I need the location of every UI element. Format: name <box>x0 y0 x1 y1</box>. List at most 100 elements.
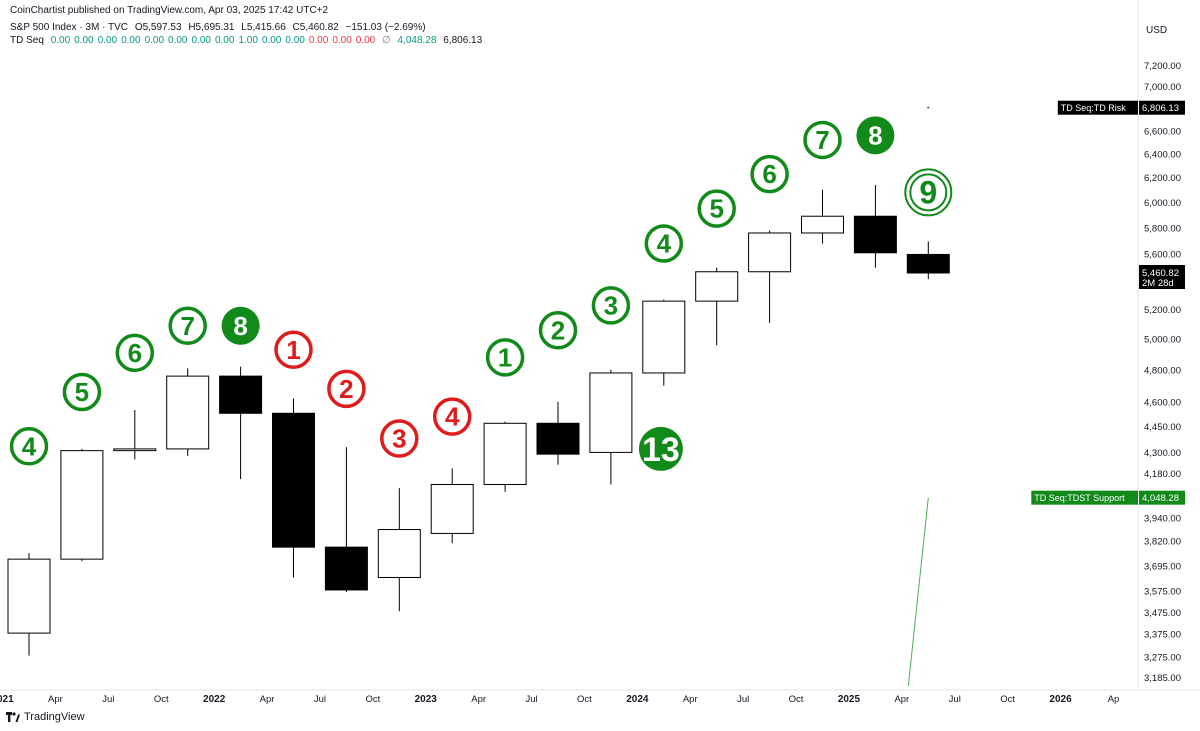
candle <box>7 553 51 656</box>
candle <box>166 368 210 456</box>
time-tick-label: Oct <box>1000 694 1015 705</box>
candle <box>113 409 157 460</box>
td-risk-tag-label-box <box>1057 100 1138 115</box>
time-tick-label: 2022 <box>203 694 226 705</box>
price-axis[interactable]: USD 7,200.00 7,000.00 6,600.00 6,400.00 6,200… <box>1137 0 1181 690</box>
time-tick-label: Oct <box>577 694 592 705</box>
indicator-value: 0.00 <box>285 35 305 46</box>
candle-body <box>60 450 104 560</box>
time-tick-label: Apr <box>471 694 486 705</box>
time-tick-label: Jul <box>525 694 537 705</box>
td-marker-label: 8 <box>868 120 882 150</box>
time-tick-label: 2025 <box>838 694 861 705</box>
td-marker-ring <box>9 427 49 466</box>
indicator-value: 0.00 <box>97 35 118 46</box>
candle-body <box>748 232 792 273</box>
candle <box>589 369 633 485</box>
td-marker: 9 <box>904 168 953 217</box>
candle <box>642 299 686 386</box>
td-marker-ring <box>644 224 684 263</box>
time-axis[interactable]: 2021 Apr Jul Oct 2022 Apr Jul Oct 2023 Apr Jul Oct 2… <box>0 689 1200 705</box>
td-marker-ring <box>803 120 842 160</box>
price-tick-label: 6,400.00 <box>1144 149 1181 160</box>
td-marker-label: 5 <box>709 194 723 224</box>
td-risk-tag: TD Seq:TD Risk 6,806.13 <box>1057 100 1185 115</box>
indicator-symbol: ∅ <box>382 35 391 46</box>
indicator-value: 0.00 <box>332 35 352 46</box>
td-marker: 5 <box>62 372 102 412</box>
time-tick-label: 2021 <box>0 694 14 705</box>
candle-body <box>589 372 633 453</box>
td-marker-label: 2 <box>339 374 353 404</box>
tdst-support-tag-label: TD Seq:TDST Support <box>1034 493 1125 503</box>
price-tick-label: 7,200.00 <box>1144 61 1181 72</box>
td-marker: 2 <box>538 310 578 350</box>
indicator-value: 0.00 <box>308 35 329 46</box>
change-value: −151.03 (−2.69%) <box>345 22 426 33</box>
td-risk-tag-label: TD Seq:TD Risk <box>1061 103 1127 113</box>
candle <box>748 230 792 323</box>
td-marker-label: 3 <box>604 291 618 321</box>
price-tick-label: 6,600.00 <box>1144 126 1181 137</box>
td-marker: 7 <box>168 306 207 346</box>
candle <box>853 185 897 268</box>
td-marker-ring <box>115 333 155 373</box>
td-marker: 8 <box>221 306 260 345</box>
td-marker-label: 1 <box>498 343 512 373</box>
td-marker-ring <box>380 419 419 458</box>
candle <box>536 401 580 465</box>
indicator-value: 0.00 <box>261 35 282 46</box>
indicator-value: 0.00 <box>144 35 165 46</box>
candle-body <box>113 448 157 452</box>
candle <box>219 366 263 480</box>
high-value: H5,695.31 <box>188 22 235 33</box>
price-tick-label: 4,800.00 <box>1144 365 1181 376</box>
candles-layer <box>7 185 950 656</box>
tdst-support-tag-value-box <box>1139 490 1185 505</box>
candle-body <box>377 529 421 578</box>
td-marker-label: 7 <box>180 311 194 341</box>
time-tick-label: Oct <box>365 694 380 705</box>
last-price-box <box>1139 265 1185 290</box>
candle <box>272 398 315 578</box>
td-marker-label: 1 <box>286 335 300 365</box>
lines-layer <box>907 107 930 687</box>
time-tick-label: Oct <box>154 694 169 705</box>
time-tick-label: Apr <box>683 694 698 705</box>
td-marker-ring <box>327 369 366 409</box>
low-value: L5,415.66 <box>241 22 286 33</box>
indicator-level-1: 4,048.28 <box>397 35 437 46</box>
tradingview-brand[interactable]: TradingView <box>6 711 85 723</box>
td-marker: 2 <box>327 369 366 409</box>
candle-body <box>483 422 527 485</box>
price-tick-label: 3,820.00 <box>1144 537 1181 548</box>
candle <box>483 421 527 492</box>
indicator-value: 1.00 <box>238 35 258 46</box>
candle-body <box>272 412 315 548</box>
td-marker-ring <box>750 154 789 194</box>
price-tick-label: 5,800.00 <box>1144 223 1181 234</box>
tdst-support-tag-value: 4,048.28 <box>1142 493 1179 504</box>
candle-body <box>7 558 51 634</box>
candle <box>906 241 950 280</box>
td-marker-ring <box>168 306 207 346</box>
time-tick-label: 2026 <box>1049 694 1072 705</box>
close-value: C5,460.82 <box>292 22 339 33</box>
td-marker-ring-outer <box>904 168 953 217</box>
tdst-support-tag: TD Seq:TDST Support 4,048.28 <box>1031 490 1185 505</box>
indicator-value: 0.00 <box>214 35 235 46</box>
candle-body <box>642 300 686 374</box>
price-tick-label: 3,375.00 <box>1144 630 1181 641</box>
td-marker-label: 2 <box>551 315 565 345</box>
td-marker-label: 7 <box>815 125 829 155</box>
td-marker: 3 <box>591 286 631 325</box>
td-marker: 1 <box>485 338 525 377</box>
candle <box>801 189 844 244</box>
indicator-value: 0.00 <box>74 35 94 46</box>
price-tick-label: 3,185.00 <box>1144 673 1181 684</box>
time-tick-label: 2024 <box>626 694 649 705</box>
candle <box>60 448 104 562</box>
price-tags-layer: TD Seq:TD Risk 6,806.13 TD Seq:TDST Suppor… <box>1031 100 1185 505</box>
indicator-legend: TD Seq 0.00 0.00 0.00 0.00 0.00 0.00 0.00 0.00 1… <box>10 35 486 46</box>
